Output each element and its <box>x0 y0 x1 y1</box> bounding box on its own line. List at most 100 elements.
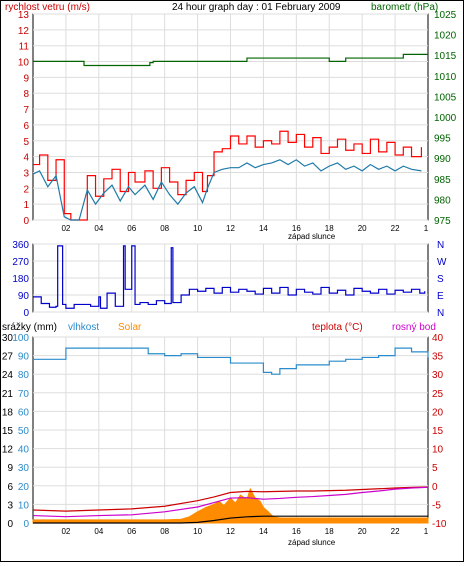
baro-tick-label: 1005 <box>434 92 457 103</box>
humidity-tick-label: 20 <box>18 482 30 493</box>
temperature-label: teplota (°C) <box>312 322 363 333</box>
x-tick-label: 12 <box>226 527 235 536</box>
x-tick-label: 06 <box>127 224 136 233</box>
rain-tick-label: 9 <box>7 463 13 474</box>
baro-tick-label: 1010 <box>434 72 457 83</box>
x-tick-label: 10 <box>193 527 202 536</box>
humidity-label: vlhkost <box>68 322 99 333</box>
rain-tick-label: 30 <box>2 333 14 344</box>
humidity-tick-label: 70 <box>18 389 30 400</box>
baro-tick-label: 980 <box>434 195 451 206</box>
wind-tick-label: 8 <box>23 89 29 100</box>
x-tick-label: 02 <box>61 527 70 536</box>
rain-tick-label: 27 <box>2 352 14 363</box>
wind-tick-label: 0 <box>23 216 29 227</box>
solar-area <box>32 487 429 524</box>
temp-tick-label: 35 <box>432 352 444 363</box>
rain-tick-label: 6 <box>7 482 13 493</box>
temperature-line <box>32 486 429 512</box>
humidity-tick-label: 40 <box>18 445 30 456</box>
x-tick-label: 04 <box>94 527 103 536</box>
temp-tick-label: -10 <box>432 519 447 530</box>
humidity-tick-label: 0 <box>23 519 29 530</box>
solar-label: Solar <box>118 322 142 333</box>
compass-tick-label: W <box>437 257 447 268</box>
compass-tick-label: N <box>437 308 444 319</box>
chart-title: 24 hour graph day : 01 February 2009 <box>172 2 341 13</box>
x-tick-label: 14 <box>259 527 268 536</box>
wind-average-line <box>32 159 422 221</box>
wind-tick-label: 10 <box>18 58 30 69</box>
wind-tick-label: 13 <box>18 10 30 21</box>
dewpoint-line <box>32 486 429 518</box>
rain-tick-label: 15 <box>2 426 14 437</box>
humidity-tick-label: 100 <box>12 333 29 344</box>
baro-axis-label: barometr (hPa) <box>371 2 438 13</box>
barometer-line <box>33 53 428 67</box>
wind-tick-label: 1 <box>23 200 29 211</box>
x-tick-label: 18 <box>325 527 334 536</box>
temp-tick-label: 10 <box>432 445 444 456</box>
baro-tick-label: 990 <box>434 154 451 165</box>
baro-tick-label: 1000 <box>434 113 457 124</box>
humidity-tick-label: 60 <box>18 407 30 418</box>
direction-tick-label: 360 <box>12 240 29 251</box>
wind-tick-label: 2 <box>23 184 29 195</box>
wind-tick-label: 4 <box>23 153 29 164</box>
rain-tick-label: 3 <box>7 500 13 511</box>
x-tick-label: 16 <box>292 224 301 233</box>
wind-tick-label: 12 <box>18 26 30 37</box>
x-tick-label: 1 <box>424 527 429 536</box>
x-tick-label: 06 <box>127 527 136 536</box>
temp-tick-label: 25 <box>432 389 444 400</box>
temp-tick-label: 0 <box>432 482 438 493</box>
temp-tick-label: 30 <box>432 370 444 381</box>
humidity-tick-label: 90 <box>18 352 30 363</box>
dewpoint-label: rosný bod <box>392 322 436 333</box>
baro-tick-label: 1020 <box>434 31 457 42</box>
temp-tick-label: 40 <box>432 333 444 344</box>
baro-tick-label: 975 <box>434 216 451 227</box>
humidity-tick-label: 80 <box>18 370 30 381</box>
humidity-tick-label: 10 <box>18 500 30 511</box>
x-tick-label: 14 <box>259 224 268 233</box>
wind-tick-label: 6 <box>23 121 29 132</box>
wind-tick-label: 5 <box>23 137 29 148</box>
x-tick-label: 22 <box>391 224 400 233</box>
baro-tick-label: 995 <box>434 134 451 145</box>
wind-axis-label: rychlost vetru (m/s) <box>5 2 90 13</box>
temp-tick-label: -5 <box>432 500 441 511</box>
humidity-line <box>33 347 429 375</box>
x-tick-label: 16 <box>292 527 301 536</box>
baro-tick-label: 1025 <box>434 10 457 21</box>
compass-tick-label: E <box>437 291 444 302</box>
rain-tick-label: 18 <box>2 407 14 418</box>
rain-tick-label: 12 <box>2 445 14 456</box>
direction-tick-label: 270 <box>12 257 29 268</box>
x-tick-label: 12 <box>226 224 235 233</box>
temp-tick-label: 20 <box>432 407 444 418</box>
direction-tick-label: 0 <box>23 308 29 319</box>
baro-tick-label: 985 <box>434 175 451 186</box>
compass-tick-label: N <box>437 240 444 251</box>
temp-tick-label: 15 <box>432 426 444 437</box>
x-tick-label: 18 <box>325 224 334 233</box>
wind-direction-line <box>33 245 426 309</box>
x-tick-label: 1 <box>424 224 429 233</box>
x-tick-label: 02 <box>61 224 70 233</box>
temp-tick-label: 5 <box>432 463 438 474</box>
baro-tick-label: 1015 <box>434 51 457 62</box>
x-tick-label: 08 <box>160 527 169 536</box>
x-tick-label: 04 <box>94 224 103 233</box>
humidity-tick-label: 50 <box>18 426 30 437</box>
humidity-tick-label: 30 <box>18 463 30 474</box>
wind-tick-label: 11 <box>19 42 30 53</box>
wind-tick-label: 9 <box>23 73 29 84</box>
wind-tick-label: 3 <box>23 168 29 179</box>
compass-tick-label: S <box>437 274 444 285</box>
direction-tick-label: 90 <box>18 291 30 302</box>
sunset-label-bottom: západ slunce <box>288 538 336 547</box>
rain-line <box>33 515 428 524</box>
rain-tick-label: 21 <box>2 389 14 400</box>
